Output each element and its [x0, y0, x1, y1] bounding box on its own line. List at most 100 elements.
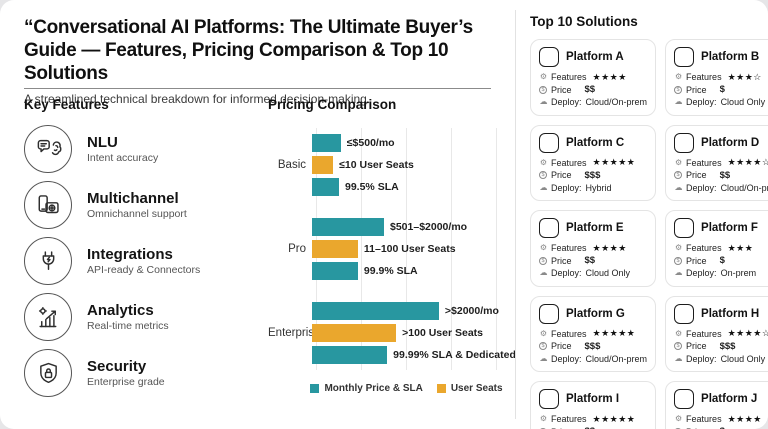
platform-name: Platform H — [701, 307, 760, 320]
price-row: $ Price $ — [674, 255, 768, 268]
platform-name: Platform A — [566, 51, 624, 63]
platform-name: Platform G — [566, 307, 625, 320]
dollar-circle-icon: $ — [674, 85, 683, 94]
price-value: $ — [719, 84, 725, 96]
features-label: Features — [686, 72, 722, 83]
price-row: $ Price $$ — [539, 426, 647, 429]
platform-card-header: Platform H — [674, 303, 768, 324]
features-label: Features — [551, 414, 587, 425]
dollar-circle-icon: $ — [539, 342, 547, 351]
features-row: ⚙ Features ★★★★★ — [539, 413, 647, 426]
feature-desc: Real-time metrics — [87, 320, 169, 333]
feature-name: Integrations — [87, 245, 173, 263]
star-rating: ★★★★★ — [592, 413, 636, 424]
platform-logo-placeholder — [539, 218, 559, 238]
features-row: ⚙ Features ★★★ — [674, 242, 768, 255]
deploy-label: Deploy: — [686, 97, 717, 108]
star-rating: ★★★★☆ — [727, 328, 768, 339]
star-rating: ★★★☆ — [727, 71, 762, 82]
gear-icon: ⚙ — [539, 157, 548, 167]
platform-name: Platform B — [701, 51, 760, 63]
price-label: Price — [686, 170, 707, 181]
bar — [312, 324, 397, 342]
platform-card: Platform A ⚙ Features ★★★★ $ Price $$ ☁ — [530, 39, 657, 116]
star-rating: ★★★★★ — [592, 328, 636, 339]
feature-item-multichannel: Multichannel Omnichannel support — [24, 181, 256, 229]
platform-card-header: Platform B — [674, 47, 768, 67]
solutions-panel: Top 10 Solutions Platform A ⚙ Features ★… — [530, 14, 768, 429]
price-label: Price — [551, 341, 572, 352]
plug-icon — [24, 237, 72, 285]
bar-value-label: 11–100 User Seats — [363, 243, 456, 255]
deploy-row: ☁ Deploy: Cloud Only — [674, 353, 768, 366]
deploy-row: ☁ Deploy: Cloud/On-prem — [674, 182, 768, 195]
price-row: $ Price $$ — [674, 169, 768, 182]
gear-icon: ⚙ — [539, 328, 548, 338]
tier-label: Pro — [288, 243, 306, 255]
star-rating: ★★★★ — [592, 242, 627, 253]
features-label: Features — [551, 243, 587, 254]
chart-plot: Basic ≤$500/mo ≤10 User Seats 99.5% SLA Pro $… — [268, 134, 516, 364]
features-label: Features — [551, 328, 587, 339]
platform-name: Platform F — [701, 222, 758, 234]
header: “Conversational AI Platforms: The Ultima… — [24, 17, 496, 106]
deploy-label: Deploy: — [551, 97, 582, 108]
features-row: ⚙ Features ★★★★ — [674, 413, 768, 426]
deploy-label: Deploy: — [686, 182, 717, 193]
solutions-heading: Top 10 Solutions — [530, 14, 638, 29]
features-row: ⚙ Features ★★★★ — [539, 71, 647, 84]
deploy-row: ☁ Deploy: Hybrid — [539, 182, 647, 195]
features-row: ⚙ Features ★★★★☆ — [674, 328, 768, 341]
price-row: $ Price $$ — [539, 84, 647, 97]
platform-card-header: Platform D — [674, 132, 768, 153]
platform-logo-placeholder — [539, 389, 559, 409]
platform-logo-placeholder — [674, 389, 695, 409]
bar-row: >$2000/mo — [312, 302, 516, 320]
bar-value-label: ≤10 User Seats — [339, 159, 414, 171]
dollar-circle-icon: $ — [539, 256, 547, 265]
price-label: Price — [551, 170, 572, 181]
features-row: ⚙ Features ★★★★★ — [539, 157, 647, 170]
price-row: $ Price $ — [674, 84, 768, 97]
features-row: ⚙ Features ★★★★ — [539, 242, 647, 255]
cloud-icon: ☁ — [539, 268, 548, 278]
platform-logo-placeholder — [539, 132, 559, 153]
dollar-circle-icon: $ — [674, 342, 683, 351]
feature-desc: Omnichannel support — [87, 208, 187, 221]
page-title: “Conversational AI Platforms: The Ultima… — [24, 17, 473, 84]
platform-card: Platform I ⚙ Features ★★★★★ $ Price $$ ☁ — [530, 381, 657, 429]
bar-value-label: ≤$500/mo — [346, 137, 395, 149]
platform-name: Platform D — [701, 136, 760, 149]
platform-logo-placeholder — [539, 303, 559, 324]
deploy-value: Cloud Only — [720, 97, 766, 108]
feature-name: Security — [87, 357, 147, 375]
pricing-chart: Basic ≤$500/mo ≤10 User Seats 99.5% SLA Pro $… — [268, 128, 516, 370]
header-divider — [24, 88, 491, 89]
bar — [312, 240, 358, 258]
key-features-section: Key Features NLU Intent accuracy — [24, 97, 256, 405]
gear-icon: ⚙ — [674, 157, 683, 167]
price-label: Price — [686, 84, 707, 95]
features-row: ⚙ Features ★★★★★ — [539, 328, 647, 341]
deploy-value: Cloud/On-prem — [585, 353, 648, 364]
tier-label: Enterprise — [268, 327, 321, 339]
page-subtitle: A streamlined technical breakdown for in… — [24, 92, 371, 107]
star-rating: ★★★★ — [592, 71, 627, 82]
platform-logo-placeholder — [674, 132, 695, 153]
phone-browser-icon — [24, 181, 72, 229]
gear-icon: ⚙ — [674, 72, 683, 82]
bar-row: >100 User Seats — [312, 324, 516, 342]
legend-item: User Seats — [436, 383, 503, 394]
bar-row: ≤10 User Seats — [312, 156, 513, 174]
platform-card: Platform C ⚙ Features ★★★★★ $ Price $$$ … — [530, 124, 657, 201]
cloud-icon: ☁ — [539, 182, 548, 192]
key-features-list: NLU Intent accuracy Multichannel — [24, 125, 256, 397]
bar-value-label: 99.5% SLA — [345, 181, 399, 193]
deploy-value: On-prem — [720, 268, 757, 279]
deploy-value: Hybrid — [585, 182, 612, 193]
feature-desc: Enterprise grade — [87, 376, 165, 389]
tier-label: Basic — [277, 159, 306, 171]
vertical-divider — [515, 10, 516, 419]
bar — [312, 262, 358, 280]
